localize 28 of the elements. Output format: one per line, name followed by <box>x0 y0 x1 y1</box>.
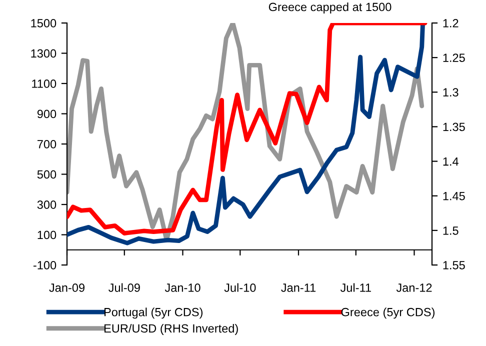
y-tick-label: 900 <box>37 110 56 118</box>
y2-tick-label: 1.35 <box>443 122 465 132</box>
legend-label: Greece (5yr CDS) <box>341 308 434 319</box>
y2-tick-label: 1.45 <box>443 192 465 200</box>
x-tick-label: Jan-10 <box>164 284 200 292</box>
y2-tick-label: 1.2 <box>443 19 458 28</box>
x-tick-label: Jul-09 <box>108 283 140 292</box>
x-tick-label: Jan-09 <box>49 284 84 292</box>
y2-tick-label: 1.4 <box>443 157 458 166</box>
x-tick-label: Jan-12 <box>396 284 432 292</box>
y-tick-label: 1300 <box>31 49 56 58</box>
y2-tick-label: 1.5 <box>443 226 458 235</box>
x-tick-label: Jan-11 <box>281 284 316 292</box>
x-tick-label: Jul-10 <box>224 283 256 292</box>
text: Greece capped at 1500 <box>268 2 392 14</box>
y-tick-label: 300 <box>37 200 56 209</box>
y2-tick-label: 1.3 <box>443 88 458 97</box>
legend-label: Portugal (5yr CDS) <box>104 308 203 319</box>
y-tick-label: 100 <box>38 230 56 240</box>
y-tick-label: -100 <box>33 261 56 270</box>
y-tick-label: 500 <box>37 170 56 179</box>
y-tick-label: 1100 <box>32 80 56 88</box>
y-tick-label: 700 <box>37 140 56 148</box>
y-tick-label: 1500 <box>31 19 56 28</box>
y2-tick-label: 1.25 <box>443 54 465 62</box>
legend-label: EUR/USD (RHS Inverted) <box>104 324 238 335</box>
x-tick-label: Jul-11 <box>340 283 371 292</box>
y2-tick-label: 1.55 <box>443 261 465 270</box>
